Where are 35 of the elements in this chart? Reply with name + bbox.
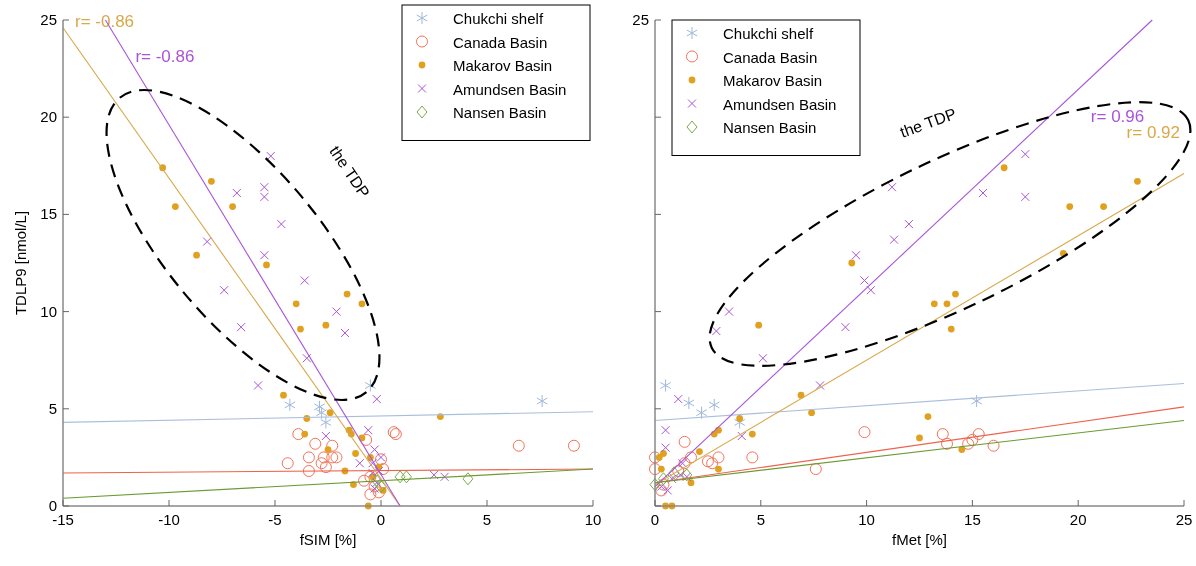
y-tick-label: 10 [40,302,57,320]
x-tick-label: -5 [268,511,282,528]
x-tick-label: 5 [756,511,765,528]
x-tick-label: -15 [52,511,74,528]
legend-label: Nansen Basin [453,104,547,121]
x-axis-title: fMet [%] [891,531,948,548]
legend-label: Chukchi shelf [723,25,814,42]
x-tick-label: -10 [158,511,180,528]
x-tick-label: 25 [1175,511,1193,528]
legend-label: Makarov Basin [723,72,823,89]
series-label: r= -0.86 [135,47,195,66]
legend-label: Nansen Basin [723,119,817,136]
x-tick-label: 0 [376,511,386,528]
y-tick-label: 0 [48,497,57,514]
y-tick-label: 20 [40,108,57,126]
x-tick-label: 10 [584,511,602,528]
x-axis-title: fSIM [%] [299,531,357,548]
series-label: r= -0.86 [75,11,135,31]
x-tick-label: 10 [858,511,875,528]
legend-label: Canada Basin [453,33,548,51]
legend-label: Amundsen Basin [723,95,837,113]
x-tick-label: 20 [1069,511,1087,528]
legend-label: Canada Basin [723,48,818,66]
text: 25 [632,11,649,28]
legend-label: Chukchi shelf [453,10,544,27]
y-tick-label: 25 [40,11,57,28]
legend-label: Makarov Basin [453,57,553,74]
x-tick-label: 0 [650,511,660,528]
legend-label: Amundsen Basin [453,80,567,98]
x-tick-label: 5 [482,511,492,528]
y-tick-label: 15 [40,205,57,223]
y-tick-label: 5 [48,399,57,417]
x-tick-label: 15 [964,511,981,528]
annotation: the TDP [897,104,959,141]
y-axis-title: TDLP9 [nmol/L] [12,210,29,316]
